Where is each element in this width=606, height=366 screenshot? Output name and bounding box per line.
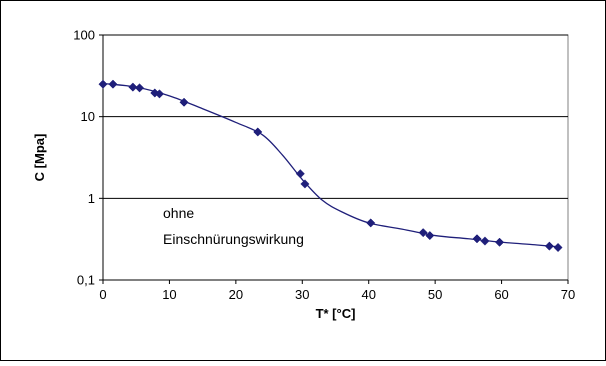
data-point [295,169,305,179]
y-tick-label: 0,1 [77,273,95,288]
data-point [418,228,428,238]
data-point [179,97,189,107]
data-point [128,82,138,92]
data-markers [98,79,563,253]
x-axis-title: T* [°C] [316,306,356,321]
data-point [300,179,310,189]
data-point [472,234,482,244]
data-point [108,79,118,89]
axes [99,34,569,284]
data-point [253,127,263,137]
x-tick-label: 40 [361,287,375,302]
data-point [134,83,145,93]
plot-area [102,34,569,281]
data-point [480,236,490,246]
data-point [553,242,563,253]
y-tick-label: 10 [81,109,95,124]
tick-labels: 0,1 1 10 100 0 10 20 30 40 50 60 70 [73,28,575,303]
x-tick-label: 30 [295,287,309,302]
x-tick-label: 70 [561,287,575,302]
grid-lines [103,34,568,199]
data-point [544,241,554,251]
y-axis-title: C [Mpa] [32,134,47,182]
x-tick-label: 50 [428,287,442,302]
annotation-line-1: ohne [163,205,194,221]
annotation-line-2: Einschnürungswirkung [163,231,304,247]
x-tick-label: 10 [162,287,176,302]
x-tick-label: 0 [99,287,106,302]
data-point [495,237,505,247]
data-point [425,231,435,241]
y-tick-label: 1 [88,191,95,206]
data-point [98,79,108,89]
x-tick-label: 20 [229,287,243,302]
x-tick-label: 60 [494,287,508,302]
data-point [366,218,376,228]
y-tick-label: 100 [73,28,95,43]
data-point [154,89,165,99]
